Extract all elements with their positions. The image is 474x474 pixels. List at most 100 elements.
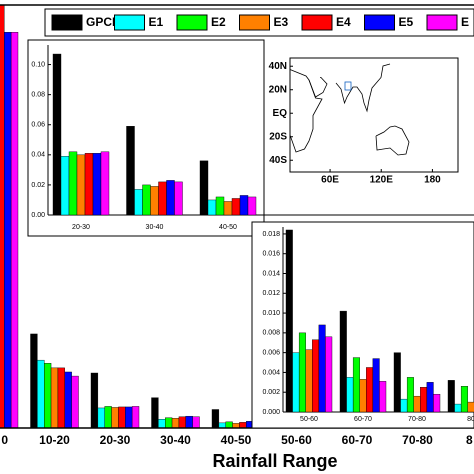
y-tick-label: 40S bbox=[269, 155, 287, 166]
y-tick-label: 0.008 bbox=[262, 330, 280, 337]
x-tick-label: 30-40 bbox=[160, 433, 191, 447]
y-tick-label: 0.006 bbox=[262, 349, 280, 356]
legend-label: GPCP bbox=[86, 15, 120, 29]
x-tick-label: 70-80 bbox=[402, 433, 433, 447]
y-tick-label: 0.08 bbox=[31, 91, 45, 98]
x-tick-label: 60E bbox=[321, 175, 339, 186]
bar bbox=[400, 398, 408, 413]
main-plot: 0 10-20 20-30 30-40 40-50 50-60 60-70 70-80 8 bbox=[0, 4, 474, 447]
y-tick-label: 0.010 bbox=[262, 310, 280, 317]
bar bbox=[211, 409, 220, 429]
inset-plot: 0.00 0.02 0.04 0.06 0.08 0.10 20-30 30-40 40-50 bbox=[31, 45, 474, 231]
bar bbox=[100, 151, 110, 216]
x-tick-label: 50-60 bbox=[281, 433, 312, 447]
bar bbox=[460, 386, 468, 413]
bar bbox=[312, 339, 320, 413]
y-tick-label: 0.002 bbox=[262, 389, 280, 396]
bar bbox=[97, 407, 105, 429]
bar bbox=[467, 401, 474, 413]
bar bbox=[298, 332, 306, 413]
bar bbox=[158, 181, 167, 216]
domain-box bbox=[344, 81, 352, 91]
bar bbox=[447, 380, 455, 413]
bar bbox=[131, 406, 140, 429]
bar bbox=[174, 181, 183, 216]
bar bbox=[118, 406, 126, 429]
x-tick-label: 180 bbox=[424, 175, 441, 186]
bar bbox=[92, 153, 102, 216]
y-tick-label: 0.10 bbox=[31, 61, 45, 68]
x-tick-label: 120E bbox=[370, 175, 394, 186]
y-tick-label: EQ bbox=[273, 108, 288, 119]
bar bbox=[171, 418, 180, 429]
map-box bbox=[289, 57, 459, 173]
bar bbox=[44, 363, 52, 429]
legend-label: E3 bbox=[274, 15, 289, 29]
bar bbox=[90, 372, 99, 429]
x-tick-label: 50-60 bbox=[300, 416, 318, 423]
y-tick-label: 0.04 bbox=[31, 152, 45, 159]
y-tick-label: 0.004 bbox=[262, 369, 280, 376]
coastlines bbox=[289, 63, 410, 156]
x-tick-label: 30-40 bbox=[146, 224, 164, 231]
bar bbox=[150, 186, 159, 216]
bar bbox=[359, 379, 367, 413]
bar bbox=[37, 359, 45, 429]
bar bbox=[30, 333, 38, 429]
legend-label: E1 bbox=[149, 15, 164, 29]
bar bbox=[10, 32, 19, 429]
bar bbox=[142, 184, 151, 216]
bar bbox=[426, 382, 434, 413]
y-tick-label: 0.016 bbox=[262, 251, 280, 258]
x-tick-label: 20-30 bbox=[72, 224, 90, 231]
bar bbox=[218, 422, 226, 429]
map-axes: 60E 120E 180 40N 20N EQ 20S 40S bbox=[269, 61, 442, 186]
legend-swatch bbox=[239, 14, 270, 31]
bar bbox=[318, 324, 326, 413]
y-tick-label: 0.018 bbox=[262, 231, 280, 238]
bar bbox=[68, 151, 78, 216]
legend-swatch bbox=[114, 14, 145, 31]
legend-swatch bbox=[301, 14, 333, 31]
bar bbox=[379, 381, 387, 413]
x-tick-label: 70-80 bbox=[408, 416, 426, 423]
y-tick-label: 0.012 bbox=[262, 290, 280, 297]
bar bbox=[0, 4, 5, 429]
coastline bbox=[289, 69, 323, 153]
bar bbox=[185, 415, 193, 429]
bar bbox=[339, 310, 347, 413]
x-tick-label: 40-50 bbox=[221, 433, 252, 447]
y-tick-label: 0.000 bbox=[262, 409, 280, 416]
legend-label: E bbox=[461, 15, 469, 29]
bar bbox=[285, 229, 293, 413]
bar bbox=[325, 336, 333, 413]
y-tick-label: 0.02 bbox=[31, 182, 45, 189]
x-tick-label: 60-70 bbox=[342, 433, 373, 447]
bar bbox=[76, 154, 86, 216]
y-tick-label: 0.00 bbox=[31, 212, 45, 219]
bar bbox=[166, 180, 175, 216]
y-tick-label: 0.014 bbox=[262, 270, 280, 277]
x-axis-title: Rainfall Range bbox=[212, 451, 337, 471]
bar bbox=[393, 352, 401, 413]
bar bbox=[71, 375, 79, 429]
bar bbox=[57, 367, 65, 429]
bar bbox=[178, 416, 186, 429]
bar bbox=[215, 196, 225, 216]
y-tick-label: 40N bbox=[269, 61, 287, 72]
bar bbox=[225, 421, 233, 429]
bar bbox=[158, 419, 166, 429]
bar bbox=[433, 393, 441, 413]
bar bbox=[52, 53, 62, 216]
bar bbox=[346, 377, 354, 413]
bar bbox=[366, 367, 374, 413]
bar bbox=[151, 397, 159, 429]
bar bbox=[165, 417, 173, 429]
legend-swatch bbox=[176, 14, 208, 31]
x-tick-label: 10-20 bbox=[39, 433, 70, 447]
legend: GPCP E1 E2 E3 E4 E5 E bbox=[51, 14, 469, 31]
bar bbox=[125, 406, 133, 429]
bar bbox=[199, 160, 209, 216]
legend-swatch bbox=[426, 14, 458, 31]
